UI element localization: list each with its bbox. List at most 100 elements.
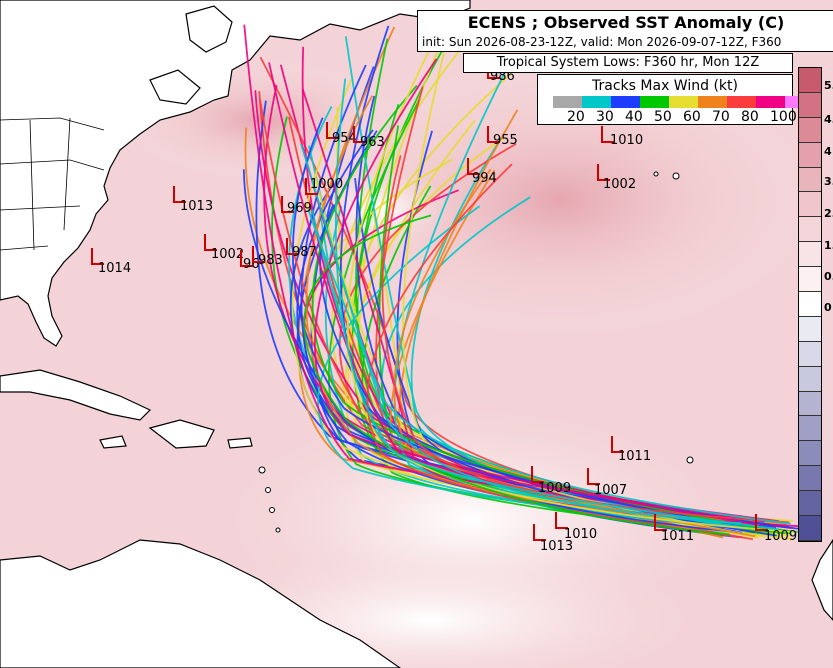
- low-marker: [654, 514, 667, 531]
- low-pressure-label: 1009: [764, 529, 797, 544]
- storm-track: [393, 168, 756, 538]
- low-pressure-label: 994: [472, 171, 497, 186]
- storm-track: [305, 95, 753, 522]
- legend-swatch: [553, 96, 582, 108]
- low-marker: [91, 248, 104, 265]
- colorbar-label: 4.: [824, 113, 833, 126]
- low-marker: [587, 468, 600, 485]
- title-box: ECENS ; Observed SST Anomaly (C) init: S…: [417, 10, 833, 52]
- legend-swatch: [756, 96, 785, 108]
- jamaica-land: [99, 435, 127, 449]
- legend-tick-label: 40: [625, 109, 643, 125]
- colorbar-label: 2.: [824, 207, 833, 220]
- low-pressure-label: 1011: [618, 449, 651, 464]
- wind-legend: Tracks Max Wind (kt) 20 30 40 50 60 70 80 100: [537, 74, 814, 125]
- colorbar-label: 5.: [824, 79, 833, 92]
- puerto-rico-land: [227, 437, 253, 449]
- low-pressure-label: 1014: [98, 261, 131, 276]
- low-marker: [487, 126, 500, 143]
- low-marker: [601, 126, 614, 143]
- low-pressure-label: 963: [360, 135, 385, 150]
- storm-track: [366, 163, 744, 539]
- newfoundland-land: [185, 5, 233, 53]
- low-pressure-label: 1010: [610, 133, 643, 148]
- legend-swatches: [553, 96, 814, 108]
- low-marker: [555, 512, 568, 529]
- low-marker: [597, 164, 610, 181]
- colorbar-segment: [799, 167, 821, 193]
- low-pressure-label: 1009: [538, 481, 571, 496]
- storm-track: [334, 78, 776, 530]
- storm-track: [402, 22, 744, 535]
- low-pressure-label: 1011: [661, 529, 694, 544]
- low-marker: [281, 196, 294, 213]
- low-marker: [173, 186, 186, 203]
- warm-anomaly-area: [300, 60, 820, 340]
- low-marker: [204, 234, 217, 251]
- low-pressure-label: 96: [243, 257, 260, 272]
- storm-track: [300, 143, 742, 525]
- colorbar-segment: [799, 92, 821, 118]
- colorbar-segment: [799, 217, 821, 243]
- maritimes-land: [149, 69, 201, 105]
- legend-tick-label: 30: [596, 109, 614, 125]
- small-islands: [258, 171, 694, 533]
- colorbar-labels: 5. 4. 4 3. 2. 1. 0. 0: [824, 67, 833, 542]
- colorbar-segment: [799, 491, 821, 517]
- legend-swatch: [669, 96, 698, 108]
- state-borders: [0, 117, 105, 251]
- low-marker: [252, 246, 265, 263]
- colorbar-segment: [799, 366, 821, 392]
- low-marker: [240, 250, 253, 267]
- low-marker: [755, 514, 768, 531]
- hispaniola-land: [148, 419, 215, 449]
- legend-tick-label: 50: [654, 109, 672, 125]
- low-pressure-label: 1013: [180, 199, 213, 214]
- south-america-land: [0, 539, 402, 668]
- low-pressure-label: 954: [332, 131, 357, 146]
- legend-tick-label: 60: [683, 109, 701, 125]
- colorbar-segment: [799, 316, 821, 342]
- colorbar-label: 0.: [824, 270, 833, 283]
- storm-tracks: [242, 22, 801, 541]
- legend-tick-label: 80: [741, 109, 759, 125]
- low-pressure-label: 1002: [603, 177, 636, 192]
- lows-caption: Tropical System Lows: F360 hr, Mon 12Z: [463, 53, 793, 73]
- low-pressure-label: 1002: [211, 247, 244, 262]
- legend-tick-label: 100: [770, 109, 797, 125]
- low-pressure-label: 955: [493, 133, 518, 148]
- low-pressure-label: 1007: [594, 483, 627, 498]
- colorbar-segment: [799, 516, 821, 541]
- colorbar-segment: [799, 192, 821, 218]
- low-marker: [531, 466, 544, 483]
- low-pressure-label: 1013: [540, 539, 573, 554]
- colorbar-segment: [799, 466, 821, 492]
- low-marker: [326, 122, 339, 139]
- colorbar-segment: [799, 416, 821, 442]
- colorbar-segment: [799, 391, 821, 417]
- legend-swatch: [727, 96, 756, 108]
- colorbar-label: 1.: [824, 239, 833, 252]
- low-pressure-label: 987: [292, 245, 317, 260]
- colorbar-label: 4: [824, 145, 832, 158]
- africa-land: [811, 538, 833, 621]
- colorbar-segment: [799, 292, 821, 317]
- legend-swatch: [582, 96, 611, 108]
- low-pressure-label: 983: [258, 253, 283, 268]
- storm-track: [242, 169, 743, 534]
- low-marker: [286, 238, 299, 255]
- colorbar-segment: [799, 242, 821, 268]
- legend-tick-label: 20: [567, 109, 585, 125]
- low-pressure-label: 1010: [564, 527, 597, 542]
- colorbar-label: 3.: [824, 175, 833, 188]
- colorbar-segment: [799, 267, 821, 293]
- colorbar-segment: [799, 117, 821, 143]
- storm-track: [311, 209, 759, 526]
- low-pressure-label: 1000: [310, 177, 343, 192]
- legend-swatch: [698, 96, 727, 108]
- low-marker: [533, 524, 546, 541]
- legend-tick-label: 70: [712, 109, 730, 125]
- low-marker: [467, 158, 480, 175]
- low-marker: [353, 126, 366, 143]
